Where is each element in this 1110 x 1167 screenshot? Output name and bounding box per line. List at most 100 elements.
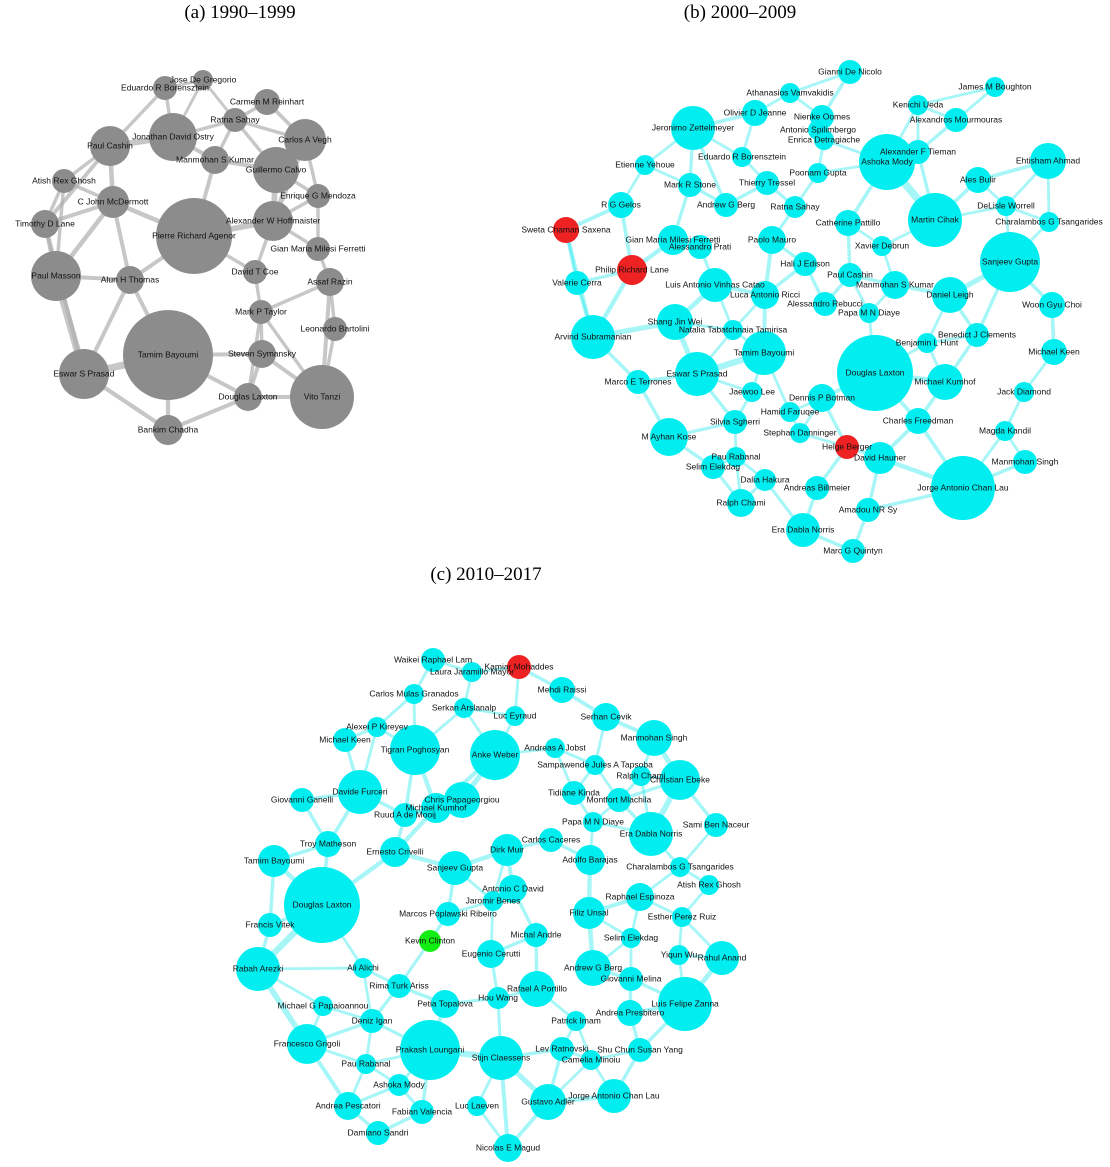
node [479, 1036, 523, 1080]
node-label: Dirk Muir [490, 844, 524, 854]
node [835, 210, 861, 236]
node-label: Manmohan Singh [992, 456, 1059, 466]
node [410, 1100, 434, 1124]
node [672, 907, 692, 927]
node [59, 349, 109, 399]
node-label: Jaewoo Lee [729, 386, 775, 396]
node-label: Enrique G Mendoza [280, 190, 356, 200]
node-label: Xavier Debrun [855, 240, 910, 250]
node [1041, 339, 1067, 365]
node [688, 235, 712, 259]
node-label: Vito Tanzi [304, 391, 341, 401]
node [980, 232, 1040, 292]
node [856, 498, 880, 522]
node-label: Marcos Poplawski Ribeiro [399, 908, 497, 918]
node-label: C John McDermott [78, 196, 149, 206]
node-label: Michal Andrle [510, 929, 561, 939]
node [755, 171, 779, 195]
node-label: Rafael A Portillo [507, 983, 567, 993]
node-label: Gianni De Nicolo [818, 66, 882, 76]
node [592, 703, 620, 731]
node [583, 812, 603, 832]
node-label: Sanjeev Gupta [427, 862, 484, 872]
node-label: Hamid Faruqee [761, 406, 820, 416]
node-label: Tigran Poghosyan [381, 744, 450, 754]
node [626, 883, 654, 911]
node [780, 402, 800, 422]
node-label: Era Dabla Norris [772, 524, 835, 534]
node [793, 252, 817, 276]
node [467, 1096, 487, 1116]
node-label: Jack Diamond [997, 386, 1051, 396]
node [306, 184, 330, 208]
node-label: Antonio C David [482, 883, 544, 893]
node-label: Tamim Bayoumi [734, 347, 795, 357]
panel-title: (b) 2000–2009 [684, 2, 796, 23]
node [149, 113, 197, 161]
node [236, 947, 280, 991]
node-label: Filiz Unsal [569, 907, 608, 917]
node-label: Gian Maria Milesi Ferretti [626, 234, 721, 244]
node [658, 977, 712, 1031]
node [965, 167, 991, 193]
node-label: Papa M N Diaye [838, 307, 900, 317]
node-label: Montfort Mlachila [587, 794, 652, 804]
node [701, 455, 725, 479]
node-label: Guillermo Calvo [246, 164, 307, 174]
node [31, 210, 59, 238]
node-label: Assaf Razin [307, 276, 353, 286]
node [621, 928, 641, 948]
node [436, 902, 460, 926]
node-label: Rahul Anand [698, 952, 747, 962]
node [835, 435, 859, 459]
node [585, 755, 605, 775]
node [487, 987, 509, 1009]
node [932, 277, 968, 313]
node [387, 974, 411, 998]
node [1013, 450, 1037, 474]
node [470, 730, 520, 780]
node-label: Etienne Yehoue [615, 159, 675, 169]
node [631, 766, 651, 786]
node [253, 201, 293, 241]
node [859, 134, 915, 190]
node [90, 126, 130, 166]
node [201, 146, 229, 174]
node [366, 1121, 390, 1145]
node-label: Sweta Chaman Saxena [521, 224, 611, 234]
node-label: Arvind Subramanian [554, 331, 631, 341]
node-label: Manmohan Singh [621, 732, 688, 742]
node-label: Luc Laeven [455, 1100, 499, 1110]
node [483, 891, 503, 911]
node [477, 940, 505, 968]
node-label: Helge Berger [822, 441, 872, 451]
node-label: Davide Furceri [332, 786, 387, 796]
node-label: Sami Ben Naceur [683, 819, 750, 829]
node-label: Era Dabla Norris [620, 828, 683, 838]
node [438, 851, 472, 885]
node [617, 1000, 643, 1026]
node [786, 513, 820, 547]
node-label: Michael Kumhof [406, 802, 468, 812]
node-label: Kenichi Ueda [893, 99, 944, 109]
node-label: Ruud A de Mooij [374, 809, 436, 819]
node [404, 684, 424, 704]
node [859, 303, 879, 323]
node [553, 217, 579, 243]
node [607, 788, 631, 812]
node [360, 1009, 384, 1033]
node-label: Fabian Valencia [392, 1106, 453, 1116]
node-label: Rima Turk Ariss [369, 980, 429, 990]
node [253, 147, 299, 193]
node-label: Selim Elekdag [686, 461, 741, 471]
node-label: Ernesto Crivelli [366, 846, 423, 856]
node-label: Laura Jaramillo Mayor [430, 666, 514, 676]
node-label: Natalia Tabatchnaia Tamirisa [679, 324, 788, 334]
node [1014, 382, 1034, 402]
node-label: Olivier D Jeanne [724, 107, 787, 117]
node [908, 95, 928, 115]
node-label: Serkan Arslanalp [432, 702, 497, 712]
node [323, 317, 347, 341]
node [530, 1084, 566, 1120]
node [742, 100, 768, 126]
